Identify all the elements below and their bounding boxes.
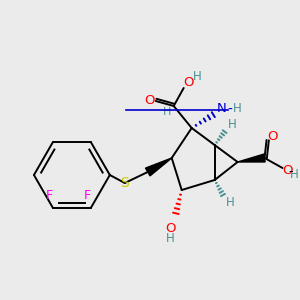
Text: F: F bbox=[45, 189, 52, 203]
Text: H: H bbox=[166, 232, 175, 244]
Text: -: - bbox=[288, 166, 293, 178]
Text: H: H bbox=[193, 70, 202, 83]
Text: H: H bbox=[290, 167, 299, 181]
Text: O: O bbox=[183, 76, 194, 89]
Text: S: S bbox=[120, 176, 129, 190]
Text: O: O bbox=[282, 164, 293, 176]
Text: H: H bbox=[233, 103, 242, 116]
Text: -: - bbox=[227, 103, 232, 117]
Text: N: N bbox=[217, 103, 226, 116]
Polygon shape bbox=[146, 158, 172, 176]
Text: H: H bbox=[226, 196, 235, 209]
Text: O: O bbox=[166, 221, 176, 235]
Polygon shape bbox=[238, 154, 265, 162]
Text: F: F bbox=[83, 189, 90, 203]
Text: H: H bbox=[228, 118, 237, 131]
Text: H: H bbox=[163, 107, 171, 117]
Text: O: O bbox=[145, 94, 155, 107]
Text: O: O bbox=[267, 130, 278, 143]
